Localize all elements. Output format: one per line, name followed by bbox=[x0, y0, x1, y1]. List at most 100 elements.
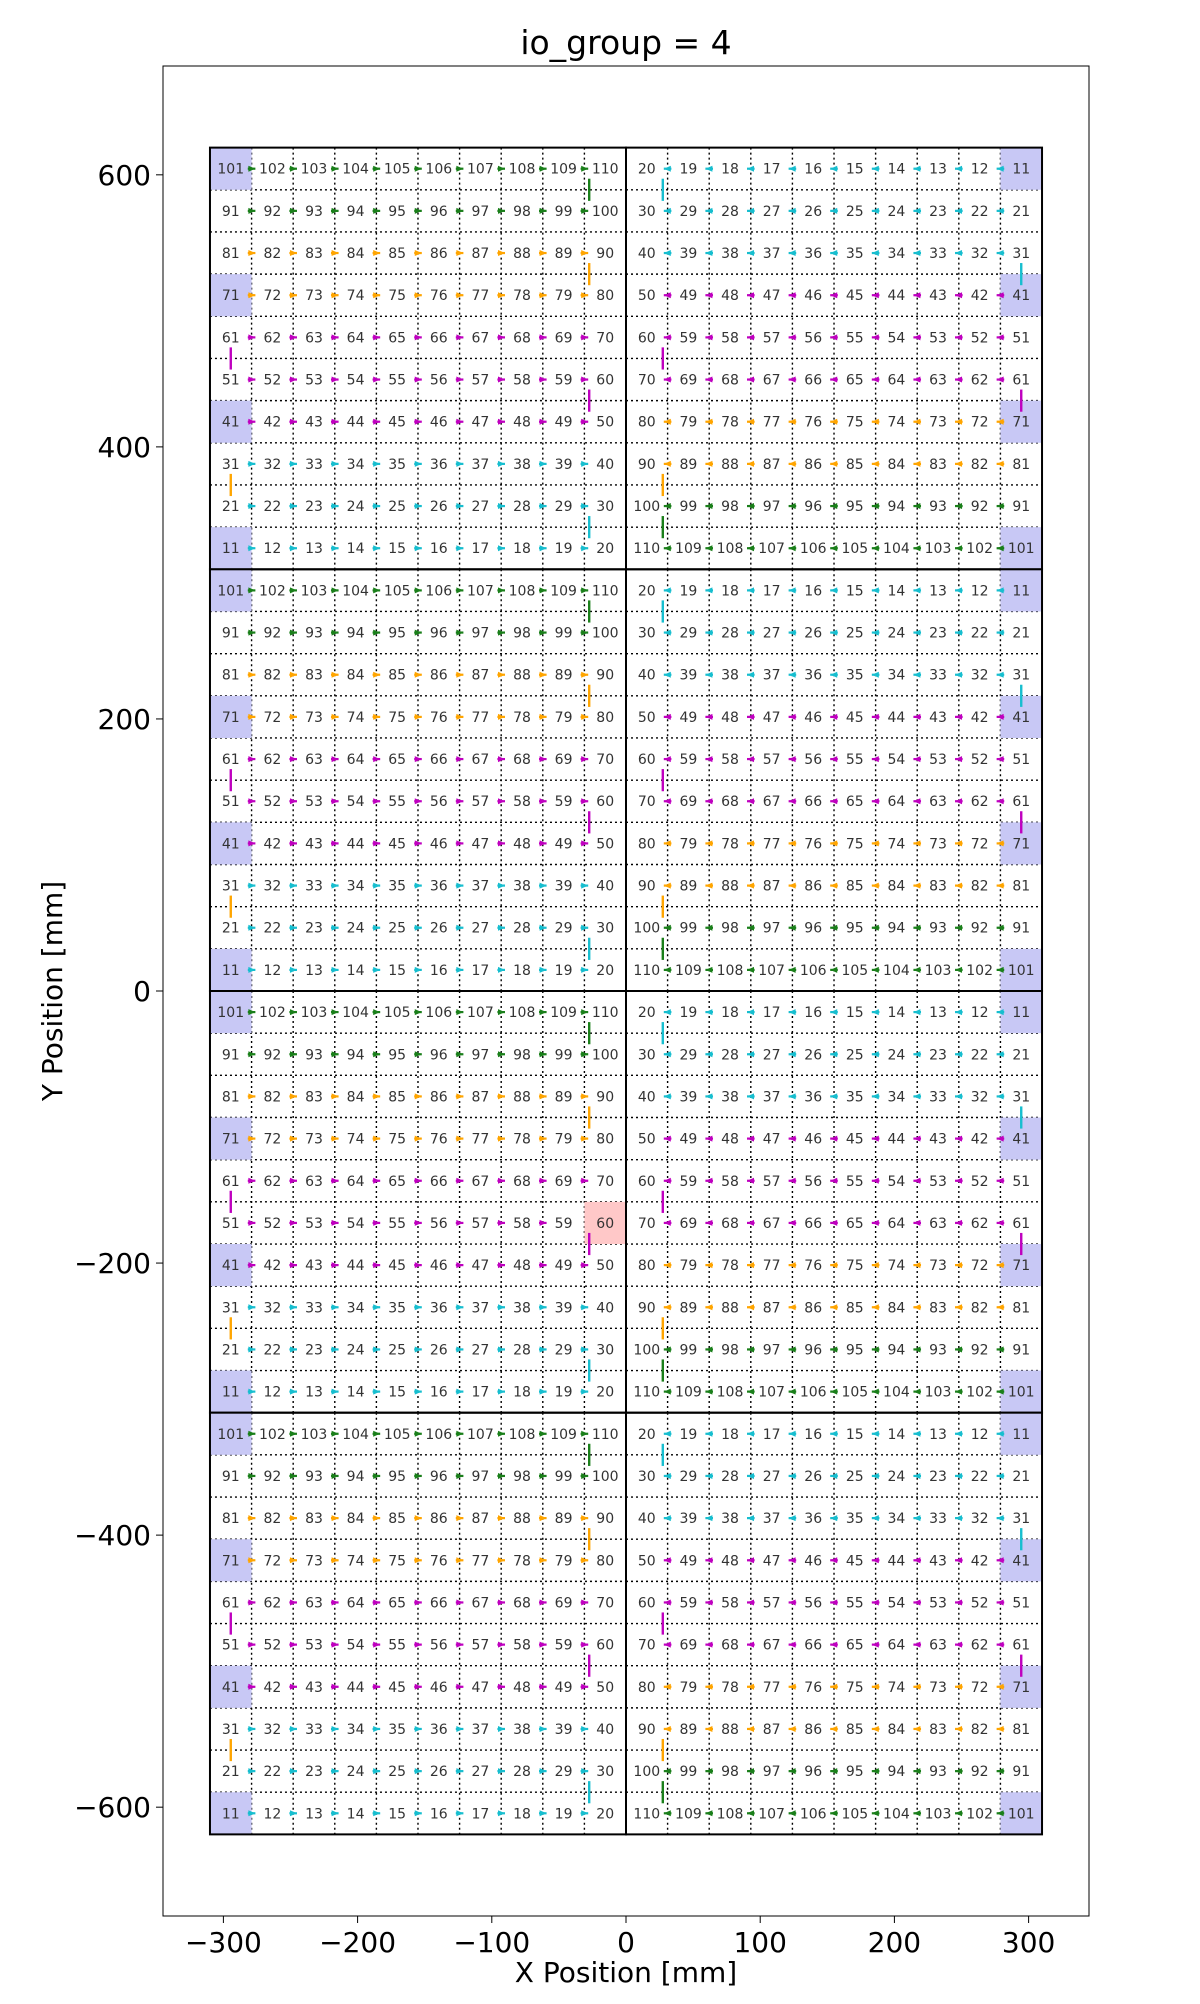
chip-link-arrowhead bbox=[414, 671, 422, 678]
chip-link-arrowhead bbox=[788, 882, 796, 889]
chip-link-arrowhead bbox=[705, 798, 713, 805]
chip-id-label: 14 bbox=[888, 162, 906, 178]
chip-link-arrowhead bbox=[788, 1683, 796, 1690]
chip-id-label: 30 bbox=[596, 499, 614, 515]
chip-id-label: 110 bbox=[633, 1806, 660, 1822]
chip-link-arrowhead bbox=[788, 207, 796, 214]
chip-id-label: 100 bbox=[633, 921, 660, 937]
chip-id-label: 44 bbox=[888, 1553, 906, 1569]
y-tick-label: −600 bbox=[74, 1791, 151, 1824]
chip-id-label: 39 bbox=[679, 1089, 697, 1105]
chip-id-label: 11 bbox=[222, 1806, 240, 1822]
chip-link-arrowhead bbox=[830, 1093, 838, 1100]
chip-id-label: 57 bbox=[471, 1638, 489, 1654]
chip-id-label: 44 bbox=[347, 415, 365, 431]
chip-id-label: 20 bbox=[638, 1005, 656, 1021]
chip-id-label: 66 bbox=[804, 373, 822, 389]
chip-id-label: 15 bbox=[846, 162, 864, 178]
chip-id-label: 95 bbox=[846, 1764, 864, 1780]
chip-link-arrowhead bbox=[414, 1304, 422, 1311]
chip-id-label: 24 bbox=[888, 1047, 906, 1063]
chip-id-label: 60 bbox=[596, 1638, 614, 1654]
chip-link-arrowhead bbox=[913, 376, 921, 383]
chip-id-label: 11 bbox=[1012, 1005, 1030, 1021]
chip-link-arrowhead bbox=[373, 1135, 381, 1142]
chip-id-label: 62 bbox=[263, 330, 281, 346]
chip-link-arrowhead bbox=[705, 629, 713, 636]
chip-id-label: 24 bbox=[888, 626, 906, 642]
chip-link-arrowhead bbox=[539, 1683, 547, 1690]
chip-id-label: 96 bbox=[430, 626, 448, 642]
chip-link-arrowhead bbox=[248, 798, 256, 805]
chip-id-label: 66 bbox=[430, 330, 448, 346]
chip-id-label: 25 bbox=[846, 204, 864, 220]
chip-link-arrowhead bbox=[996, 1304, 1004, 1311]
chip-id-label: 19 bbox=[679, 1005, 697, 1021]
chip-link-arrowhead bbox=[248, 250, 256, 257]
chip-id-label: 70 bbox=[596, 1595, 614, 1611]
chip-id-label: 100 bbox=[633, 499, 660, 515]
chip-id-label: 93 bbox=[305, 1047, 323, 1063]
chip-id-label: 27 bbox=[763, 626, 781, 642]
chip-id-label: 46 bbox=[804, 1553, 822, 1569]
chip-link-arrowhead bbox=[871, 292, 879, 299]
chip-id-label: 77 bbox=[471, 1132, 489, 1148]
chip-id-label: 20 bbox=[596, 541, 614, 557]
chip-id-label: 13 bbox=[305, 963, 323, 979]
chip-id-label: 27 bbox=[471, 1342, 489, 1358]
chip-link-arrowhead bbox=[331, 840, 339, 847]
chip-link-arrowhead bbox=[248, 207, 256, 214]
chip-id-label: 92 bbox=[971, 1764, 989, 1780]
chip-id-label: 106 bbox=[425, 1005, 452, 1021]
chip-id-label: 70 bbox=[638, 1216, 656, 1232]
chip-link-arrowhead bbox=[539, 1810, 547, 1817]
chip-link-arrowhead bbox=[581, 1768, 589, 1775]
chip-id-label: 40 bbox=[638, 1089, 656, 1105]
chip-id-label: 76 bbox=[804, 1258, 822, 1274]
chip-link-arrowhead bbox=[788, 756, 796, 763]
chip-link-arrowhead bbox=[497, 503, 505, 510]
chip-id-label: 90 bbox=[596, 668, 614, 684]
chip-id-label: 100 bbox=[633, 1342, 660, 1358]
chip-id-label: 82 bbox=[971, 457, 989, 473]
chip-link-arrowhead bbox=[248, 629, 256, 636]
chip-id-label: 50 bbox=[638, 1132, 656, 1148]
chip-link-arrowhead bbox=[705, 1388, 713, 1395]
chip-id-label: 103 bbox=[925, 541, 952, 557]
chip-id-label: 14 bbox=[347, 963, 365, 979]
chip-link-arrowhead bbox=[456, 1557, 464, 1564]
chip-id-label: 13 bbox=[305, 541, 323, 557]
chip-id-label: 73 bbox=[305, 710, 323, 726]
chip-id-label: 103 bbox=[925, 1806, 952, 1822]
chip-link-arrowhead bbox=[830, 207, 838, 214]
chip-link-arrowhead bbox=[497, 545, 505, 552]
chip-link-arrowhead bbox=[663, 292, 671, 299]
chip-id-label: 21 bbox=[1012, 1047, 1030, 1063]
io-chip-highlight bbox=[209, 147, 252, 190]
chip-id-label: 46 bbox=[430, 415, 448, 431]
chip-link-arrowhead bbox=[373, 1599, 381, 1606]
chip-link-arrowhead bbox=[830, 376, 838, 383]
chip-link-arrowhead bbox=[497, 1810, 505, 1817]
chip-link-arrowhead bbox=[913, 1725, 921, 1732]
chip-id-label: 107 bbox=[758, 1385, 785, 1401]
chip-id-label: 17 bbox=[471, 1385, 489, 1401]
chip-link-arrowhead bbox=[913, 1768, 921, 1775]
chip-id-label: 106 bbox=[800, 963, 827, 979]
chip-link-arrowhead bbox=[539, 1388, 547, 1395]
chip-link-arrowhead bbox=[248, 334, 256, 341]
chip-id-label: 67 bbox=[763, 1638, 781, 1654]
chip-link-arrowhead bbox=[539, 1472, 547, 1479]
chip-link-arrowhead bbox=[539, 587, 547, 594]
chip-link-arrowhead bbox=[539, 840, 547, 847]
chip-link-arrowhead bbox=[331, 1472, 339, 1479]
chip-link-arrowhead bbox=[955, 376, 963, 383]
chip-link-arrowhead bbox=[497, 418, 505, 425]
chip-id-label: 93 bbox=[929, 1342, 947, 1358]
chip-link-arrowhead bbox=[581, 1177, 589, 1184]
chip-link-arrowhead bbox=[414, 882, 422, 889]
chip-link-arrowhead bbox=[539, 207, 547, 214]
chip-id-label: 61 bbox=[1012, 1638, 1030, 1654]
chip-id-label: 17 bbox=[471, 1806, 489, 1822]
chip-id-label: 25 bbox=[388, 499, 406, 515]
